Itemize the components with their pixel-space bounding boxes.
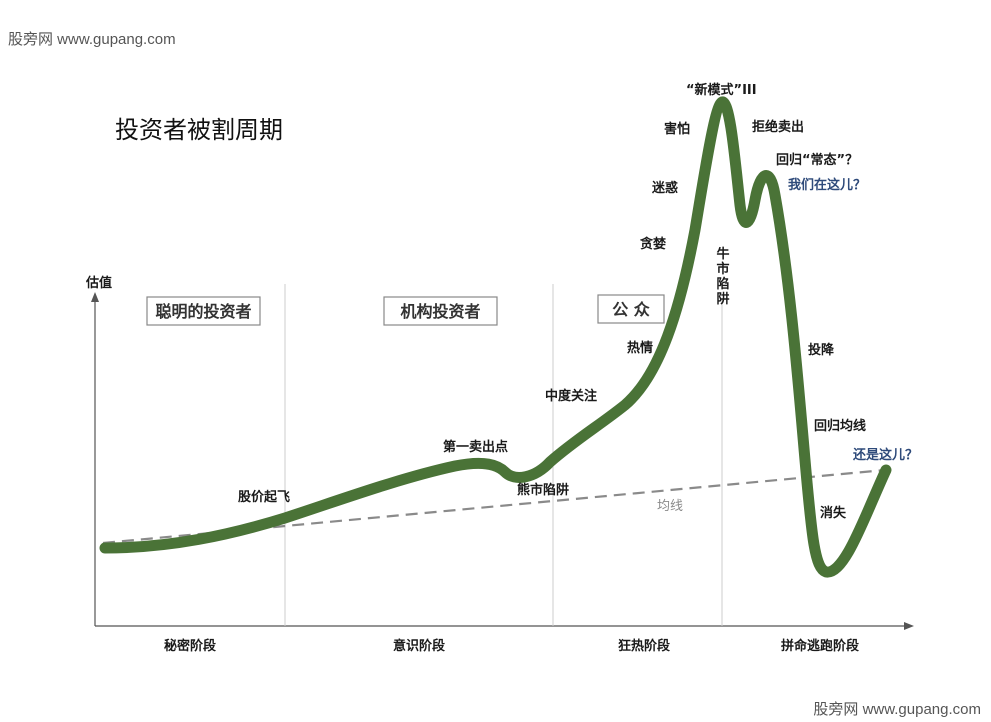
- label-delusion: 迷惑: [651, 180, 678, 196]
- box-institutional-investors-label: 机构投资者: [400, 302, 480, 321]
- diagram-title: 投资者被割周期: [115, 116, 283, 144]
- phase-awareness: 意识阶段: [393, 638, 445, 654]
- label-media-attention: 中度关注: [545, 388, 597, 404]
- label-still-here: 还是这儿？: [852, 447, 918, 463]
- label-greed: 贪婪: [639, 236, 666, 252]
- cycle-curve: [99, 96, 892, 578]
- label-denial: 拒绝卖出: [752, 119, 804, 135]
- label-return-normal: 回归“常态”？: [776, 152, 858, 168]
- label-fear: 害怕: [664, 121, 690, 137]
- box-institutional-investors: [383, 296, 498, 326]
- label-enthusiasm: 热情: [627, 340, 653, 356]
- label-mean-line: 均线: [657, 499, 683, 514]
- box-public-label: 公 众: [612, 300, 651, 319]
- phase-blowoff: 拼命逃跑阶段: [781, 638, 859, 654]
- bull-trap-char-2: 市: [716, 261, 729, 277]
- label-first-sell: 第一卖出点: [443, 439, 508, 455]
- phase-mania: 狂热阶段: [618, 638, 670, 654]
- bull-trap-char-3: 陷: [716, 276, 729, 292]
- label-bull-trap-vertical: 牛 市 陷 阱: [716, 246, 729, 307]
- y-axis-arrow: [91, 292, 99, 302]
- bull-trap-char-4: 阱: [716, 292, 729, 307]
- watermark-top: 股旁网 www.gupang.com: [8, 31, 176, 48]
- mean-line: [102, 468, 886, 545]
- label-bear-trap: 熊市陷阱: [517, 482, 569, 498]
- box-smart-investors-label: 聪明的投资者: [155, 302, 251, 321]
- label-we-are-here: 我们在这儿？: [788, 177, 866, 193]
- label-capitulation: 投降: [808, 342, 835, 358]
- box-public: [597, 294, 665, 324]
- x-axis-arrow: [904, 622, 914, 630]
- box-smart-investors: [146, 296, 261, 326]
- label-despair: 消失: [820, 505, 847, 521]
- y-axis-label: 估值: [85, 275, 112, 291]
- label-return-mean: 回归均线: [814, 418, 866, 434]
- phase-stealth: 秘密阶段: [164, 638, 216, 654]
- bull-trap-char-1: 牛: [716, 246, 729, 262]
- label-takeoff: 股价起飞: [238, 489, 290, 505]
- label-new-paradigm: “新模式”III: [686, 82, 757, 98]
- watermark-bottom: 股旁网 www.gupang.com: [813, 701, 981, 718]
